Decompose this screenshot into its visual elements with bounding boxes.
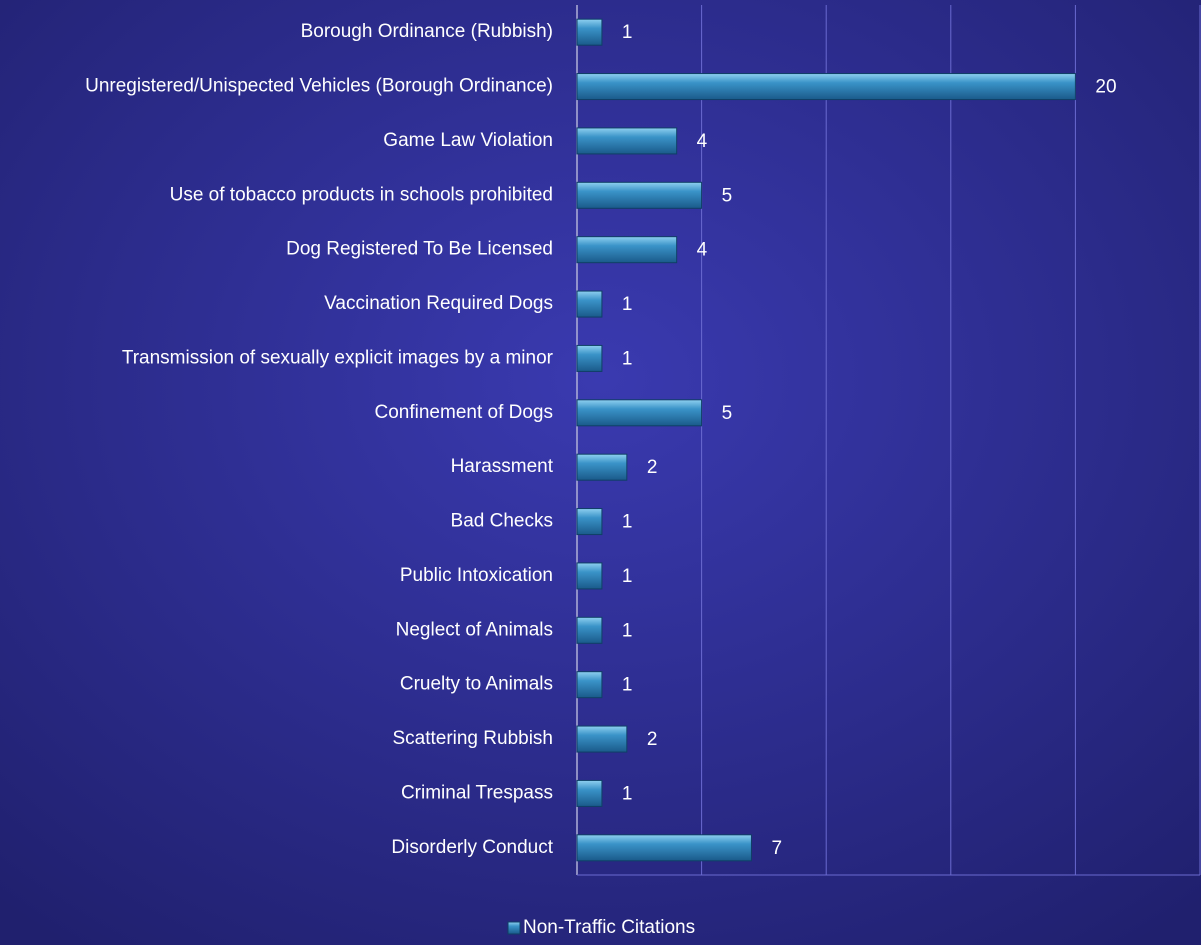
y-tick-label: Cruelty to Animals bbox=[400, 674, 553, 695]
bar bbox=[576, 508, 603, 536]
y-tick-label: Dog Registered To Be Licensed bbox=[286, 239, 553, 260]
bar bbox=[576, 127, 678, 155]
bar bbox=[576, 834, 752, 862]
y-tick-label: Disorderly Conduct bbox=[391, 837, 553, 858]
value-label: 1 bbox=[622, 348, 633, 369]
value-label: 1 bbox=[622, 566, 633, 587]
y-tick-label: Confinement of Dogs bbox=[375, 402, 554, 423]
y-tick-label: Neglect of Animals bbox=[396, 619, 553, 640]
bar bbox=[576, 671, 603, 699]
value-label: 1 bbox=[622, 512, 633, 533]
value-label: 4 bbox=[697, 240, 708, 261]
legend-swatch bbox=[507, 921, 521, 935]
value-label: 20 bbox=[1095, 77, 1116, 98]
y-tick-label: Use of tobacco products in schools prohi… bbox=[170, 184, 553, 205]
bar bbox=[576, 18, 603, 46]
value-label: 1 bbox=[622, 294, 633, 315]
value-label: 7 bbox=[771, 838, 782, 859]
legend-label: Non-Traffic Citations bbox=[523, 917, 695, 938]
value-label: 4 bbox=[697, 131, 708, 152]
bar bbox=[576, 453, 628, 481]
bar bbox=[576, 562, 603, 590]
bar bbox=[576, 236, 678, 264]
bar bbox=[576, 73, 1076, 101]
value-label: 5 bbox=[722, 403, 733, 424]
bar bbox=[576, 725, 628, 753]
y-tick-label: Vaccination Required Dogs bbox=[324, 293, 553, 314]
value-label: 1 bbox=[622, 783, 633, 804]
y-tick-label: Harassment bbox=[451, 456, 554, 477]
bar bbox=[576, 779, 603, 807]
y-tick-label: Transmission of sexually explicit images… bbox=[122, 347, 554, 368]
value-label: 2 bbox=[647, 729, 658, 750]
value-label: 1 bbox=[622, 22, 633, 43]
bar bbox=[576, 344, 603, 372]
y-tick-label: Unregistered/Unispected Vehicles (Boroug… bbox=[85, 76, 553, 97]
value-label: 5 bbox=[722, 185, 733, 206]
value-label: 1 bbox=[622, 675, 633, 696]
bar bbox=[576, 181, 703, 209]
bar bbox=[576, 616, 603, 644]
y-tick-label: Scattering Rubbish bbox=[392, 728, 553, 749]
y-tick-label: Borough Ordinance (Rubbish) bbox=[301, 21, 553, 42]
bar bbox=[576, 399, 703, 427]
y-tick-label: Game Law Violation bbox=[383, 130, 553, 151]
value-label: 1 bbox=[622, 620, 633, 641]
y-tick-label: Bad Checks bbox=[451, 511, 553, 532]
y-tick-label: Public Intoxication bbox=[400, 565, 553, 586]
bar bbox=[576, 290, 603, 318]
value-label: 2 bbox=[647, 457, 658, 478]
y-tick-label: Criminal Trespass bbox=[401, 782, 553, 803]
